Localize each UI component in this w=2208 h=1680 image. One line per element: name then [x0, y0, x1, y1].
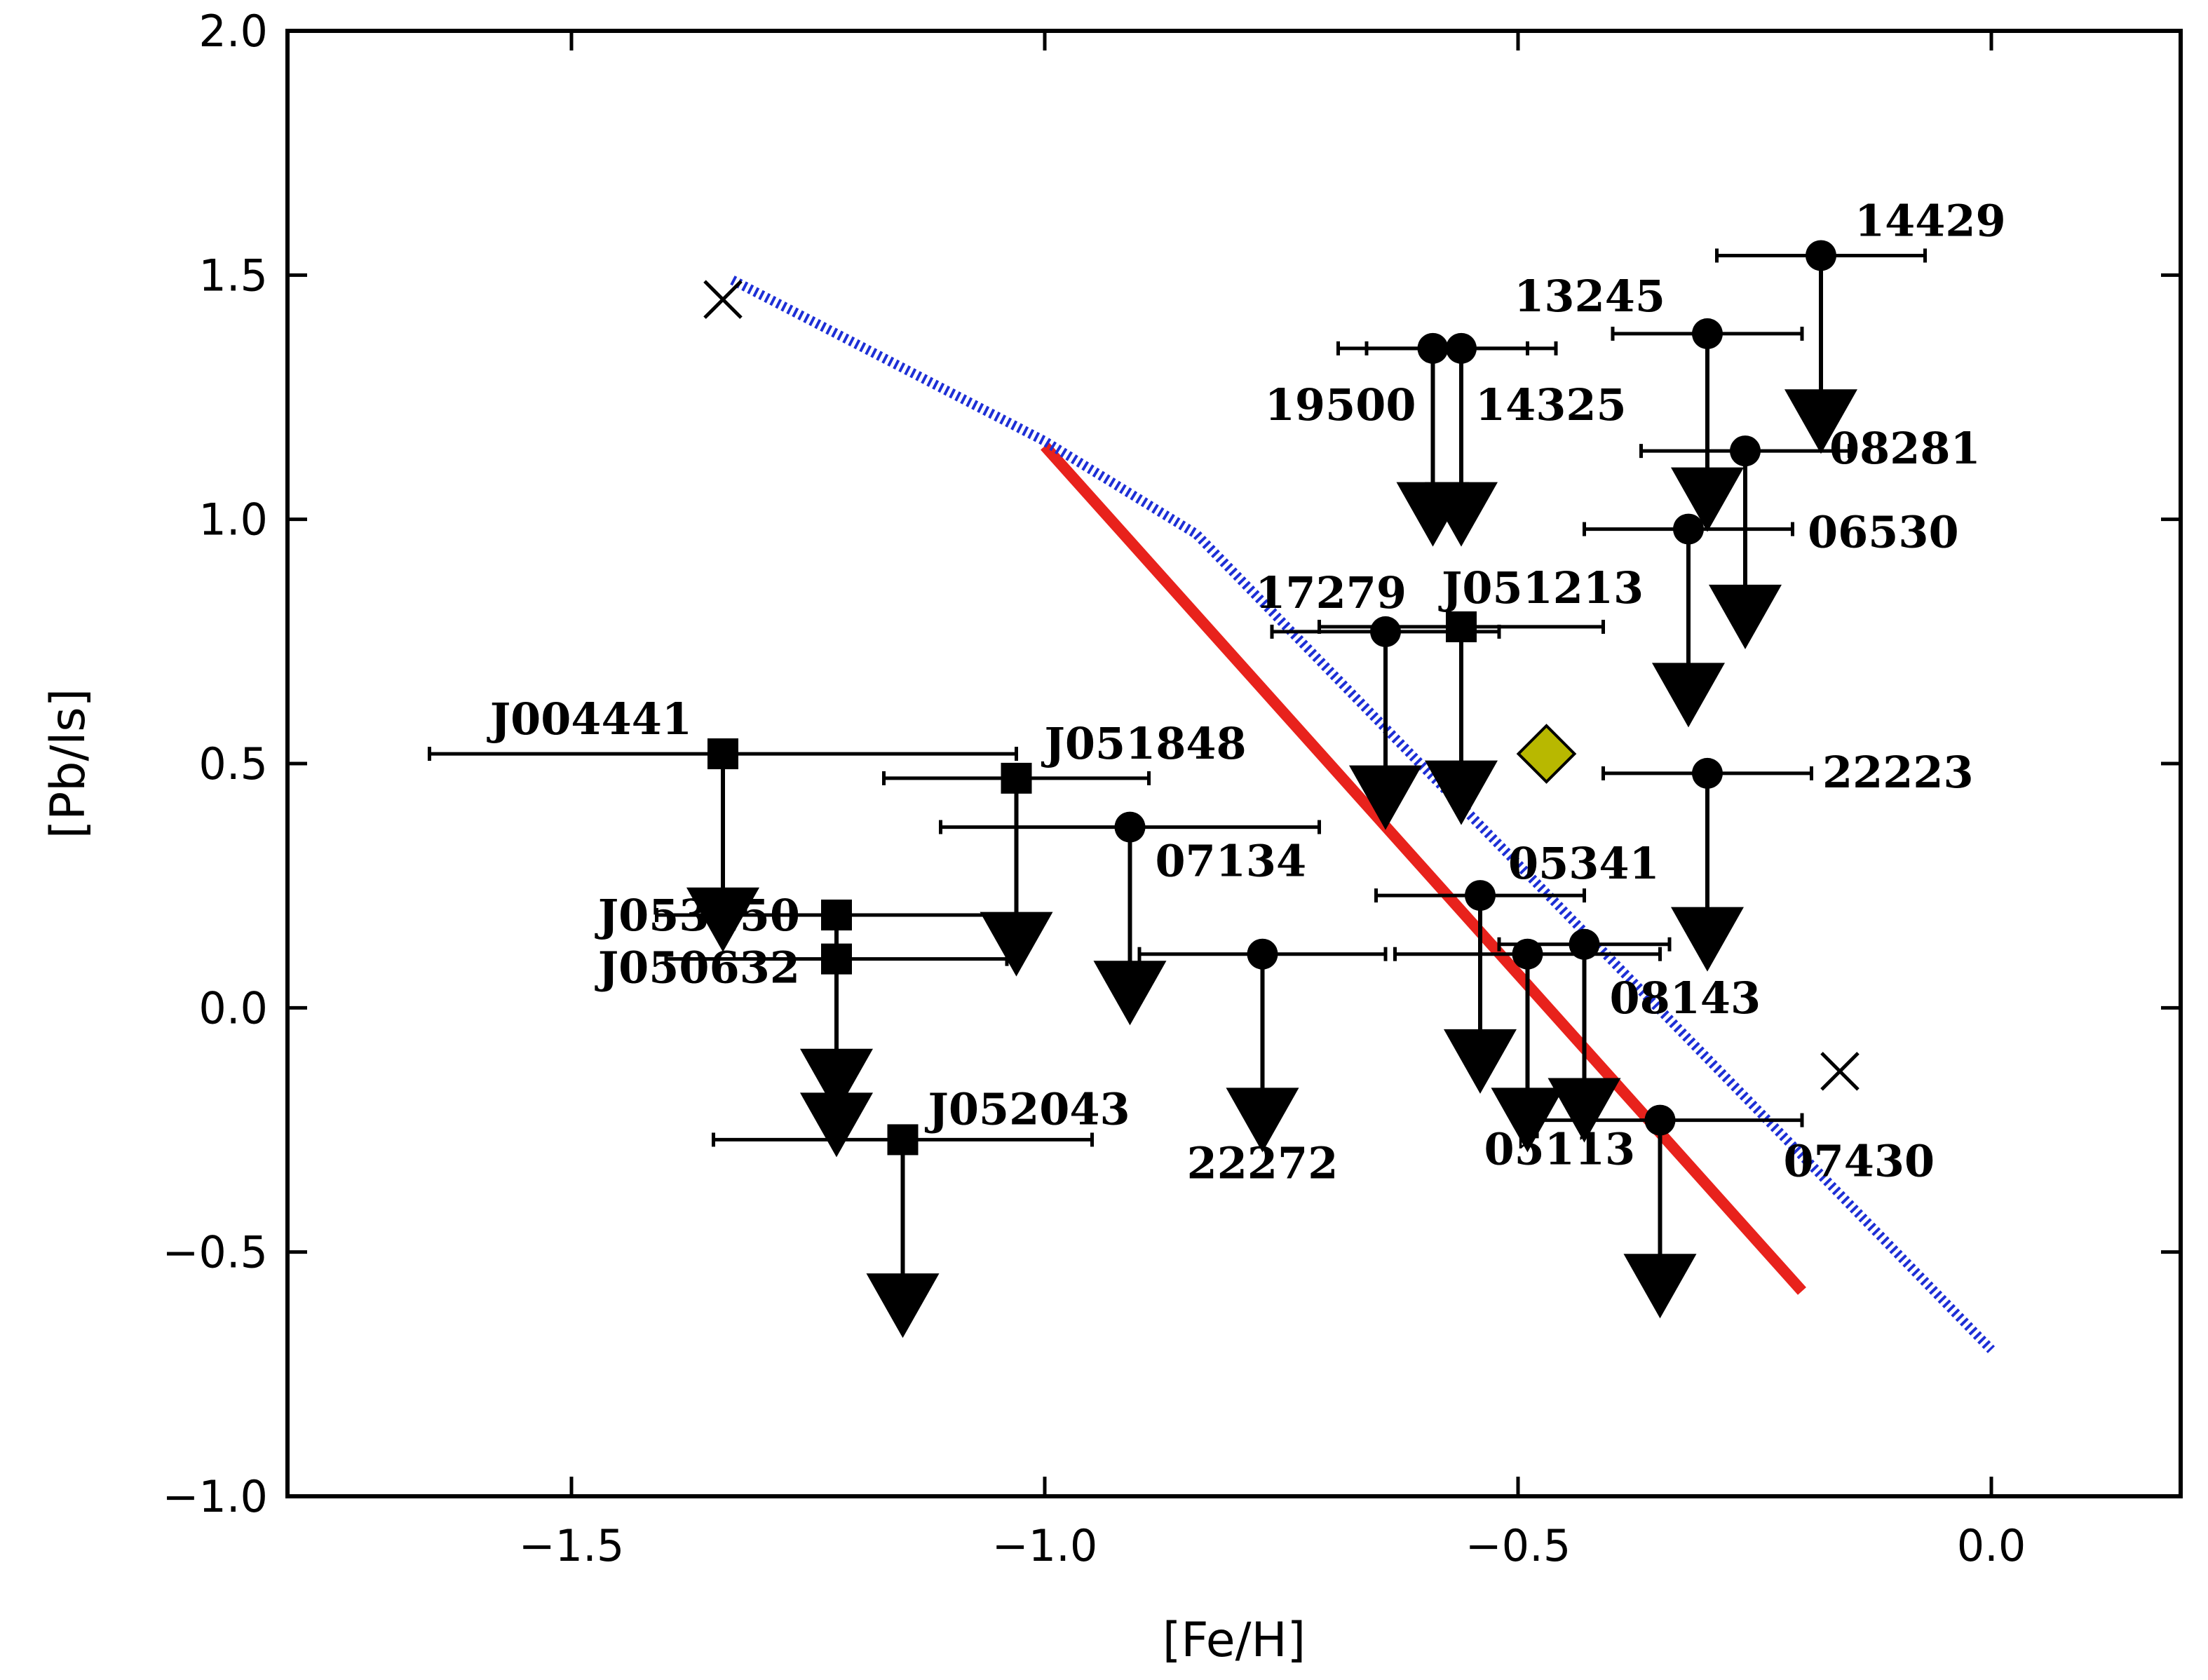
- x-tick-label: −1.5: [519, 1520, 625, 1571]
- axes: −1.5 −1.0 −0.5 0.0 −1.0 −0.5 0.0 0.5 1.0 1.5 2.0: [162, 6, 2181, 1571]
- upper-limit-arrow: [800, 1092, 873, 1158]
- star-label-22223: 22223: [1822, 747, 1974, 798]
- star-label-08143: 08143: [1610, 973, 1761, 1024]
- y-tick-label: 1.5: [198, 250, 268, 301]
- y-tick-label: −0.5: [162, 1227, 268, 1278]
- star-label-06530: 06530: [1808, 507, 1959, 558]
- star-label-17279: 17279: [1255, 567, 1407, 618]
- star-label-j053250: J053250: [595, 890, 800, 941]
- circle-marker: [1644, 1104, 1676, 1136]
- circle-marker: [1417, 332, 1449, 364]
- cross-marker: [703, 280, 743, 319]
- star-label-05341: 05341: [1508, 838, 1660, 889]
- circle-marker: [1247, 938, 1278, 970]
- square-marker: [1001, 762, 1032, 794]
- star-label-19500: 19500: [1265, 379, 1416, 431]
- upper-limit-arrow: [1784, 389, 1857, 454]
- model-lines: [730, 276, 1996, 1353]
- x-axis-title: [Fe/H]: [1163, 1613, 1306, 1668]
- circle-marker: [1569, 928, 1600, 960]
- star-label-j052043: J052043: [925, 1083, 1130, 1134]
- star-label-j004441: J004441: [487, 693, 692, 745]
- star-label-j051213: J051213: [1438, 562, 1644, 614]
- upper-limit-arrow: [1425, 482, 1498, 547]
- circle-marker: [1465, 880, 1496, 912]
- y-tick-label: 0.5: [198, 738, 268, 790]
- diamond-marker: [1516, 724, 1577, 784]
- upper-limit-arrow: [1623, 1254, 1697, 1319]
- upper-limit-arrow: [1425, 760, 1498, 825]
- star-label-14325: 14325: [1475, 379, 1627, 431]
- star-label-14429: 14429: [1855, 195, 2006, 246]
- upper-limit-arrow: [1444, 1029, 1517, 1094]
- solid-model-line: [1041, 442, 1806, 1295]
- star-label-07430: 07430: [1784, 1136, 1935, 1187]
- upper-limit-arrow: [1671, 907, 1744, 972]
- star-label-22272: 22272: [1187, 1138, 1339, 1189]
- star-label-j050632: J050632: [595, 942, 800, 994]
- square-marker: [707, 738, 738, 770]
- star-label-05113: 05113: [1484, 1124, 1636, 1175]
- circle-marker: [1114, 811, 1146, 843]
- plot-frame: [285, 29, 2183, 1498]
- upper-limit-arrow: [1652, 663, 1725, 728]
- star-label-j051848: J051848: [1041, 718, 1247, 769]
- upper-limit-arrow: [1547, 1078, 1621, 1143]
- upper-limit-arrow: [800, 1048, 873, 1113]
- data-points: [686, 240, 1860, 1339]
- cross-marker: [1820, 1052, 1860, 1091]
- circle-marker: [1370, 616, 1401, 647]
- upper-limit-arrow: [866, 1273, 940, 1339]
- upper-limit-arrow: [1093, 961, 1167, 1026]
- y-tick-label: −1.0: [162, 1471, 268, 1522]
- square-marker: [887, 1124, 919, 1156]
- square-marker: [821, 899, 852, 930]
- x-tick-label: −0.5: [1465, 1520, 1571, 1571]
- circle-marker: [1512, 938, 1543, 970]
- upper-limit-arrow: [1709, 584, 1782, 649]
- y-tick-label: 2.0: [198, 6, 268, 57]
- upper-limit-arrow: [1491, 1088, 1564, 1153]
- circle-marker: [1673, 513, 1704, 545]
- square-marker: [821, 943, 852, 975]
- circle-marker: [1446, 332, 1477, 364]
- upper-limit-arrow: [1671, 467, 1744, 532]
- star-label-13245: 13245: [1514, 271, 1665, 322]
- upper-limit-arrow: [686, 887, 759, 952]
- x-tick-label: 0.0: [1957, 1520, 2026, 1571]
- x-tick-label: −1.0: [992, 1520, 1098, 1571]
- dotted-model-line: [730, 276, 1996, 1353]
- star-labels: 14429 13245 19500 14325 08281 06530 17279 22223…: [487, 195, 2006, 1188]
- circle-marker: [1806, 240, 1836, 271]
- square-marker: [1446, 611, 1477, 642]
- star-label-08281: 08281: [1829, 423, 1981, 474]
- circle-marker: [1730, 435, 1761, 467]
- y-tick-label: 1.0: [198, 494, 268, 546]
- upper-limit-arrow: [980, 912, 1053, 977]
- circle-marker: [1692, 318, 1723, 349]
- upper-limit-arrow: [1226, 1088, 1299, 1153]
- upper-limit-arrow: [1349, 765, 1422, 830]
- circle-marker: [1692, 757, 1723, 789]
- y-tick-label: 0.0: [198, 982, 268, 1034]
- star-label-07134: 07134: [1156, 836, 1307, 887]
- y-axis-title: [Pb/ls]: [41, 689, 96, 839]
